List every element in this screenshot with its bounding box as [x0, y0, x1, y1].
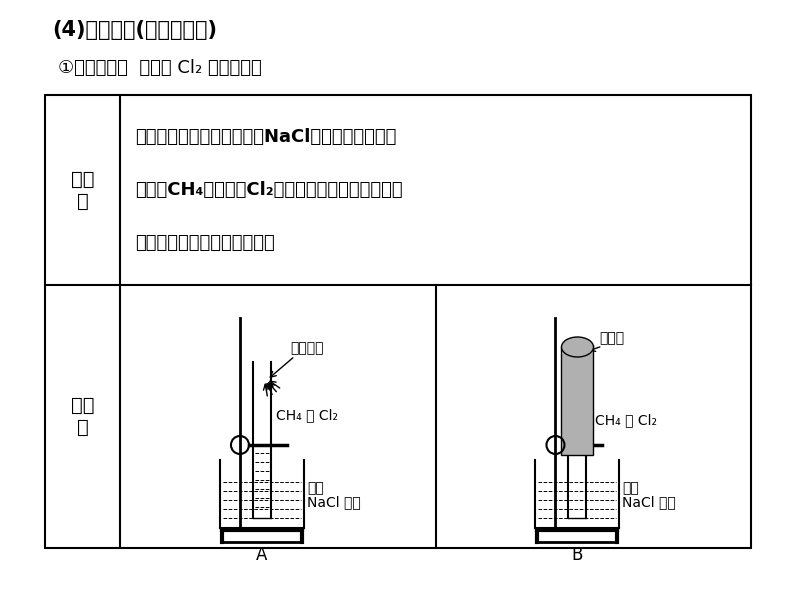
Text: 饱和: 饱和	[307, 481, 324, 495]
Bar	[45, 95, 751, 548]
Text: 漫散日光: 漫散日光	[290, 341, 323, 355]
Text: 半试管CH₄和半试管Cl₂。将其中一支试管用铝箔套: 半试管CH₄和半试管Cl₂。将其中一支试管用铝箔套	[135, 181, 403, 199]
Text: 套上，另一支试管放在光亮处: 套上，另一支试管放在光亮处	[135, 234, 275, 252]
Text: ①实验探究：  甲烷与 Cl₂ 的取代反应: ①实验探究： 甲烷与 Cl₂ 的取代反应	[58, 59, 262, 77]
Text: CH₄ 和 Cl₂: CH₄ 和 Cl₂	[276, 408, 338, 422]
Text: 铝箔套: 铝箔套	[599, 331, 625, 345]
Text: 实验
作: 实验 作	[71, 169, 94, 210]
Text: NaCl 溶液: NaCl 溶液	[307, 495, 360, 509]
Text: A: A	[256, 546, 268, 564]
Text: CH₄ 和 Cl₂: CH₄ 和 Cl₂	[596, 413, 657, 427]
Text: 取两支试管，均通过排饥和NaCl溶液的方法，收集: 取两支试管，均通过排饥和NaCl溶液的方法，收集	[135, 128, 396, 146]
Bar	[561, 347, 593, 455]
Text: (4)取代反应(以甲烷为例): (4)取代反应(以甲烷为例)	[52, 20, 217, 40]
Text: 实验
置: 实验 置	[71, 396, 94, 437]
Text: B: B	[572, 546, 583, 564]
Ellipse shape	[561, 337, 593, 357]
Text: 饱和: 饱和	[622, 481, 639, 495]
Text: NaCl 溶液: NaCl 溶液	[622, 495, 676, 509]
